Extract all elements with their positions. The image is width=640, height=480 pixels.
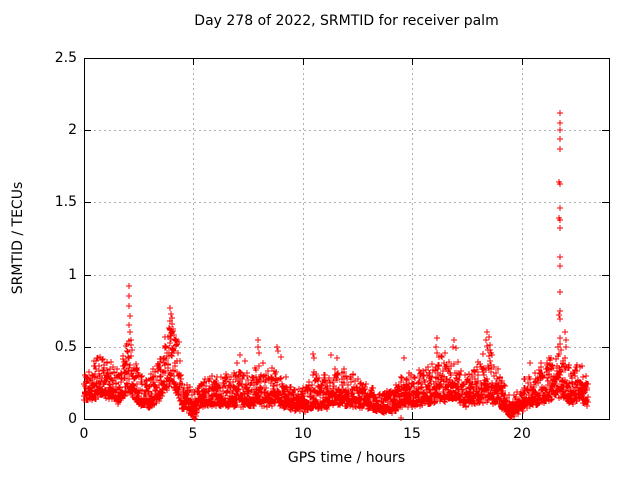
- x-tick-label: 0: [79, 426, 89, 442]
- x-tick-label: 20: [513, 426, 531, 442]
- plot-border: [84, 58, 610, 420]
- chart-title: Day 278 of 2022, SRMTID for receiver pal…: [194, 13, 499, 29]
- tick-marks: [84, 58, 609, 420]
- x-axis-title: GPS time / hours: [287, 450, 406, 466]
- y-tick-label: 2.5: [54, 50, 77, 66]
- plot-border-rect: [84, 58, 610, 420]
- y-tick-label: 0.5: [54, 339, 77, 355]
- y-tick-label: 2: [68, 122, 77, 138]
- x-tick-label: 10: [294, 426, 312, 442]
- y-axis-title: SRMTID / TECUs: [10, 181, 26, 295]
- y-tick-label: 0: [68, 411, 77, 427]
- data-points: [81, 110, 591, 422]
- gridlines: [84, 58, 609, 419]
- x-tick-label: 5: [188, 426, 198, 442]
- scatter-points-path: [81, 110, 591, 422]
- y-tick-label: 1: [68, 267, 77, 283]
- x-tick-label: 15: [403, 426, 421, 442]
- y-tick-label: 1.5: [54, 194, 77, 210]
